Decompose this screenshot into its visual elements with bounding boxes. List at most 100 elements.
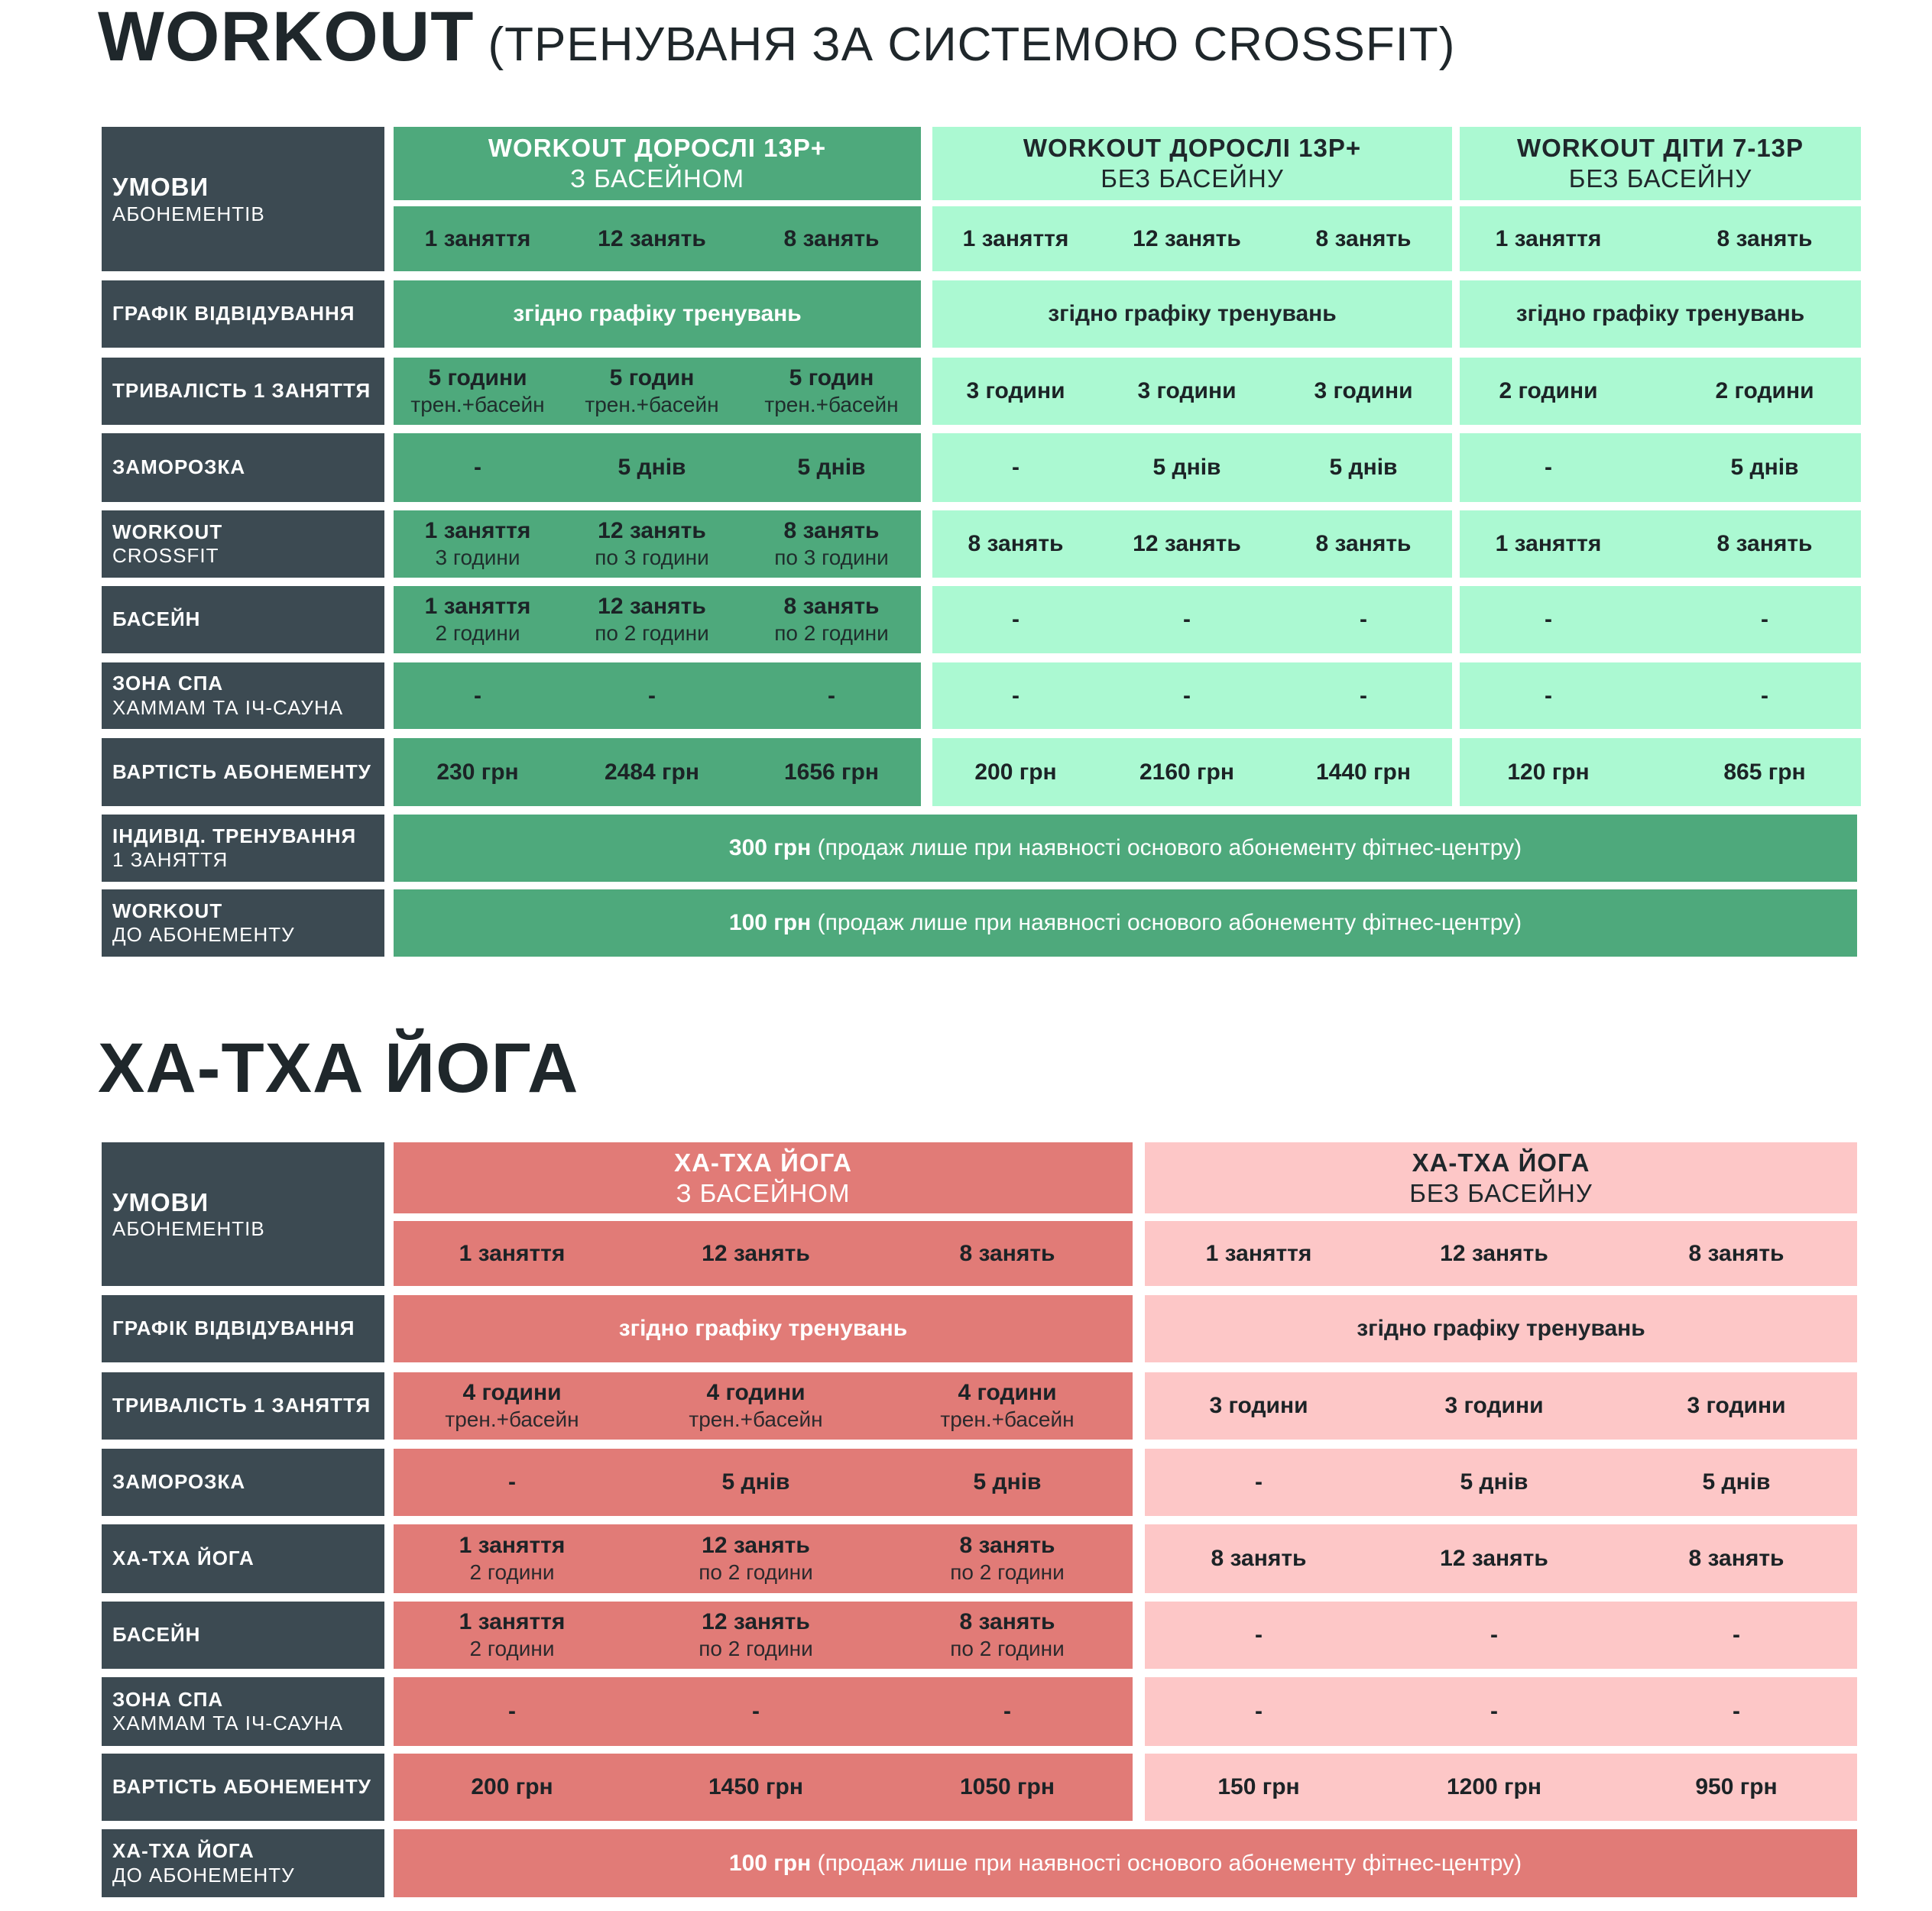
- column-header: 8 занять: [1618, 1221, 1856, 1286]
- table-cell: 8 занять: [1665, 510, 1866, 578]
- row-label-title: ЗОНА СПА: [112, 1687, 224, 1711]
- cell-value: -: [1733, 1699, 1740, 1724]
- cell-subvalue: по 2 години: [950, 1560, 1065, 1585]
- cell-value: -: [1003, 1699, 1011, 1724]
- column-header-label: 1 заняття: [459, 1240, 566, 1266]
- table-cell: -: [1448, 586, 1649, 653]
- table-cell: -: [1140, 1677, 1378, 1746]
- data-row: [932, 510, 1452, 578]
- cell-value: -: [1360, 607, 1367, 632]
- row-label: ВАРТІСТЬ АБОНЕМЕНТУ: [102, 1754, 384, 1821]
- schedule-cell: згідно графіку тренувань: [394, 280, 921, 348]
- table-cell: -: [1376, 1602, 1613, 1669]
- cell-subvalue: 2 години: [469, 1560, 555, 1585]
- cell-value: 8 занять: [959, 1533, 1055, 1559]
- row-label-title: ГРАФІК ВІДВІДУВАННЯ: [112, 302, 355, 326]
- data-row: [394, 586, 921, 653]
- cell-value: 4 години: [462, 1380, 562, 1406]
- group-header: ХА-ТХА ЙОГА З БАСЕЙНОМ: [394, 1142, 1133, 1213]
- cell-value: 5 днів: [1329, 455, 1398, 480]
- table-cell: -: [744, 662, 919, 729]
- schedule-cell: згідно графіку тренувань: [1145, 1295, 1857, 1362]
- column-header: 8 занять: [884, 1221, 1130, 1286]
- column-header-label: 1 заняття: [1495, 225, 1602, 251]
- row-label-title: ЗАМОРОЗКА: [112, 455, 246, 479]
- cell-subvalue: трен.+басейн: [764, 393, 899, 417]
- row-label-title: ХА-ТХА ЙОГА: [112, 1839, 254, 1863]
- cell-value: 5 днів: [797, 455, 866, 480]
- table-cell: -: [1448, 433, 1649, 502]
- cell-value: -: [1490, 1622, 1498, 1647]
- workout-title-main: WORKOUT: [98, 0, 475, 76]
- cell-value: 12 занять: [1133, 531, 1241, 556]
- cell-subvalue: 2 години: [435, 621, 520, 646]
- table-cell: 230 грн: [390, 738, 566, 806]
- schedule-text: згідно графіку тренувань: [513, 301, 802, 326]
- row-label: БАСЕЙН: [102, 1602, 384, 1669]
- table-cell: 4 години трен.+басейн: [633, 1372, 879, 1440]
- cell-value: 5 днів: [973, 1469, 1042, 1495]
- group-header-title: WORKOUT ДОРОСЛІ 13Р+: [488, 134, 827, 163]
- table-cell: 5 днів: [1376, 1449, 1613, 1516]
- column-header-label: 12 занять: [702, 1240, 810, 1266]
- data-row: [1460, 358, 1861, 425]
- table-cell: -: [1376, 1677, 1613, 1746]
- group-header-subtitle: З БАСЕЙНОМ: [570, 164, 744, 193]
- cell-value: 5 годин: [609, 365, 695, 391]
- table-cell: 3 години: [1618, 1372, 1856, 1440]
- table-cell: -: [1101, 586, 1274, 653]
- group-header-title: WORKOUT ДОРОСЛІ 13Р+: [1023, 134, 1362, 163]
- row-label: УМОВИ АБОНЕМЕНТІВ: [102, 127, 384, 271]
- group-header: ХА-ТХА ЙОГА БЕЗ БАСЕЙНУ: [1145, 1142, 1857, 1213]
- table-cell: 8 занять: [1618, 1524, 1856, 1593]
- cell-subvalue: по 3 години: [595, 546, 709, 570]
- table-cell: 1 заняття 2 години: [390, 586, 566, 653]
- cell-value: 5 днів: [1702, 1469, 1771, 1495]
- table-cell: 1656 грн: [744, 738, 919, 806]
- schedule-text: згідно графіку тренувань: [618, 1316, 908, 1341]
- data-row: [1145, 1372, 1857, 1440]
- group-header: WORKOUT ДОРОСЛІ 13Р+ БЕЗ БАСЕЙНУ: [932, 127, 1452, 200]
- cell-subvalue: по 2 години: [699, 1560, 813, 1585]
- column-header-label: 1 заняття: [424, 225, 531, 251]
- table-cell: 1 заняття 3 години: [390, 510, 566, 578]
- table-cell: -: [1618, 1602, 1856, 1669]
- table-cell: 2160 грн: [1101, 738, 1274, 806]
- column-header-label: 8 занять: [959, 1240, 1055, 1266]
- column-header-row: [1460, 206, 1861, 271]
- cell-value: 5 днів: [721, 1469, 790, 1495]
- data-row: [1145, 1602, 1857, 1669]
- cell-value: 3 години: [1314, 378, 1413, 403]
- table-cell: 5 години трен.+басейн: [390, 358, 566, 425]
- addon-price-amount: 100 грн: [728, 1850, 812, 1876]
- group-header-subtitle: БЕЗ БАСЕЙНУ: [1568, 164, 1752, 193]
- data-row: [932, 586, 1452, 653]
- cell-value: -: [1545, 682, 1552, 708]
- cell-value: 150 грн: [1217, 1774, 1300, 1799]
- column-header-row: [394, 206, 921, 271]
- cell-value: 5 години: [428, 365, 527, 391]
- column-header: 8 занять: [744, 206, 919, 271]
- table-cell: 1 заняття 2 години: [389, 1524, 635, 1593]
- cell-value: 1050 грн: [959, 1774, 1055, 1799]
- table-cell: 8 занять по 2 години: [884, 1602, 1130, 1669]
- row-label-title: ВАРТІСТЬ АБОНЕМЕНТУ: [112, 760, 371, 783]
- table-cell: -: [390, 433, 566, 502]
- data-row: [394, 510, 921, 578]
- addon-price-text: 300 грн (продаж лише при наявності основ…: [729, 834, 1522, 862]
- data-row: [394, 662, 921, 729]
- table-cell: 3 години: [1140, 1372, 1378, 1440]
- column-header: 1 заняття: [389, 1221, 635, 1286]
- table-cell: 5 годин трен.+басейн: [564, 358, 740, 425]
- cell-value: -: [1255, 1469, 1263, 1495]
- column-header: 8 занять: [1277, 206, 1451, 271]
- addon-price-row: 300 грн (продаж лише при наявності основ…: [394, 815, 1857, 882]
- column-header: 1 заняття: [1140, 1221, 1378, 1286]
- cell-value: 865 грн: [1723, 759, 1806, 785]
- cell-subvalue: трен.+басейн: [445, 1407, 579, 1432]
- row-label-subtitle: АБОНЕМЕНТІВ: [112, 202, 265, 225]
- row-label: УМОВИ АБОНЕМЕНТІВ: [102, 1142, 384, 1286]
- table-cell: 5 днів: [1277, 433, 1451, 502]
- row-label: ЗАМОРОЗКА: [102, 1449, 384, 1516]
- table-cell: 8 занять: [929, 510, 1103, 578]
